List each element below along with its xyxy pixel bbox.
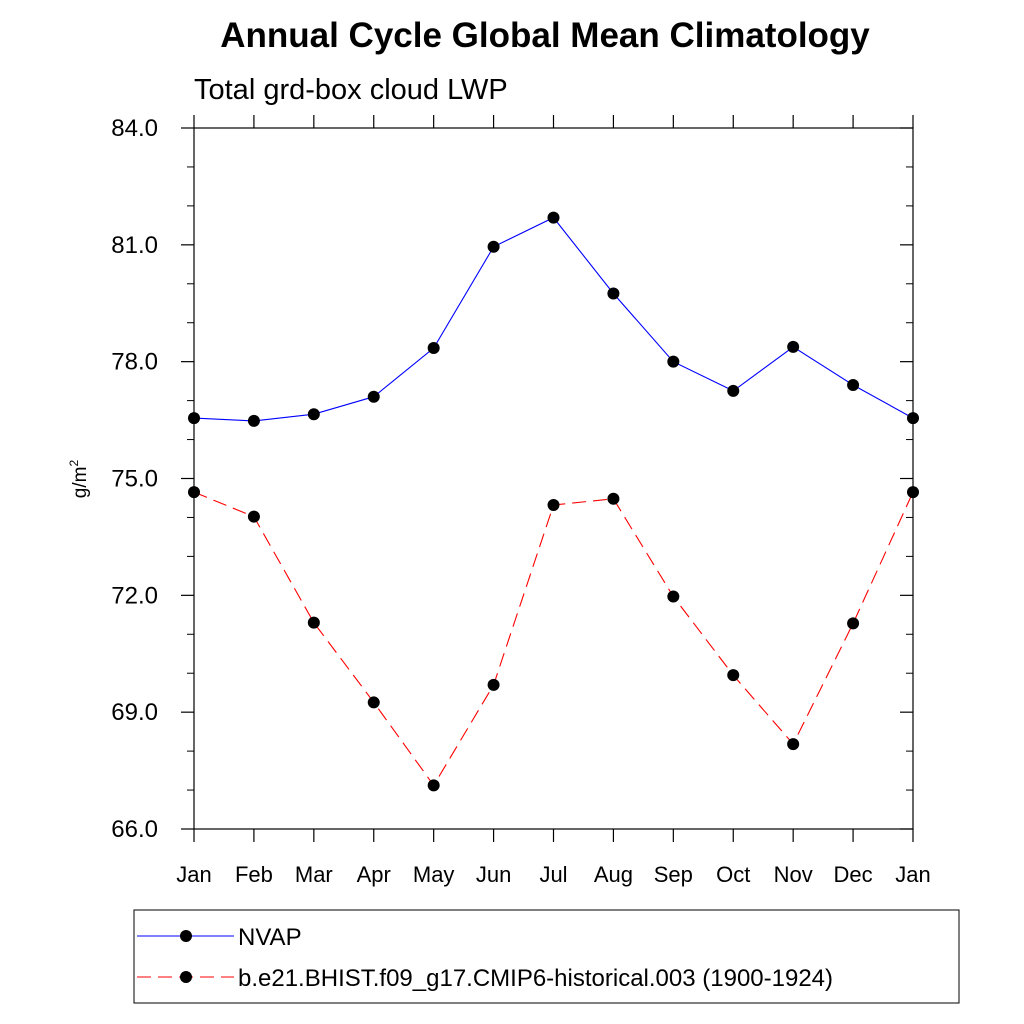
x-tick-label: May xyxy=(413,862,455,887)
data-point xyxy=(727,384,740,397)
y-tick-label: 81.0 xyxy=(111,232,158,259)
data-point xyxy=(607,492,620,505)
y-tick-label: 84.0 xyxy=(111,115,158,142)
y-axis-label-base: g/m xyxy=(70,467,91,499)
x-tick-label: Jan xyxy=(895,862,930,887)
chart-subtitle: Total grd-box cloud LWP xyxy=(194,74,508,106)
y-axis-label-sup: 2 xyxy=(67,460,81,467)
y-tick-label: 75.0 xyxy=(111,466,158,493)
legend-marker xyxy=(180,971,192,983)
data-point xyxy=(188,412,200,425)
legend-item-0: NVAP xyxy=(137,924,302,951)
data-point xyxy=(847,379,860,392)
x-tick-label: Mar xyxy=(295,862,333,887)
x-tick-label: Nov xyxy=(774,862,813,887)
series-line-1 xyxy=(193,491,914,787)
data-point xyxy=(847,617,860,630)
data-point xyxy=(367,696,380,709)
legend-label: NVAP xyxy=(238,924,302,951)
data-point xyxy=(907,412,919,425)
axes: 66.0 69.0 72.0 75.0 78.0 81.0 84.0 Jan Feb Mar Apr… xyxy=(111,115,931,887)
plot-frame xyxy=(193,127,914,830)
series-0 xyxy=(188,211,919,427)
data-point xyxy=(787,738,800,751)
data-point xyxy=(427,779,440,792)
data-point xyxy=(667,590,680,603)
data-point xyxy=(427,342,440,355)
legend: NVAP b.e21.BHIST.f09_g17.CMIP6-historical… xyxy=(133,909,960,1004)
legend-box xyxy=(133,909,960,1004)
y-axis-label: g/m2 xyxy=(67,460,91,499)
data-point xyxy=(667,355,680,368)
x-tick-label: Sep xyxy=(654,862,693,887)
series-layer xyxy=(188,211,919,792)
data-point xyxy=(607,287,620,300)
data-point xyxy=(487,240,500,253)
x-tick-label: Dec xyxy=(834,862,873,887)
data-point xyxy=(367,390,380,403)
data-point xyxy=(487,678,500,691)
data-point xyxy=(188,486,200,499)
data-point xyxy=(547,211,560,224)
series-line-0 xyxy=(193,216,914,422)
y-tick-label: 69.0 xyxy=(111,699,158,726)
chart-title: Annual Cycle Global Mean Climatology xyxy=(220,16,870,55)
data-point xyxy=(247,510,260,523)
data-point xyxy=(547,498,560,511)
data-point xyxy=(727,669,740,682)
x-tick-label: Apr xyxy=(357,862,391,887)
data-point xyxy=(247,414,260,427)
y-tick-label: 78.0 xyxy=(111,349,158,376)
x-tick-label: Aug xyxy=(594,862,633,887)
legend-label: b.e21.BHIST.f09_g17.CMIP6-historical.003… xyxy=(238,965,833,992)
data-point xyxy=(307,408,320,421)
x-tick-label: Feb xyxy=(235,862,273,887)
data-point xyxy=(907,486,919,499)
legend-marker xyxy=(180,930,192,942)
x-tick-label: Oct xyxy=(716,862,750,887)
series-1 xyxy=(188,486,919,792)
x-tick-label: Jun xyxy=(476,862,511,887)
y-tick-label: 72.0 xyxy=(111,582,158,609)
y-tick-label: 66.0 xyxy=(111,816,158,843)
legend-item-1: b.e21.BHIST.f09_g17.CMIP6-historical.003… xyxy=(137,965,833,992)
x-tick-label: Jul xyxy=(539,862,567,887)
svg-text:g/m2: g/m2 xyxy=(67,460,91,499)
data-point xyxy=(787,340,800,353)
x-tick-label: Jan xyxy=(176,862,211,887)
data-point xyxy=(307,616,320,629)
